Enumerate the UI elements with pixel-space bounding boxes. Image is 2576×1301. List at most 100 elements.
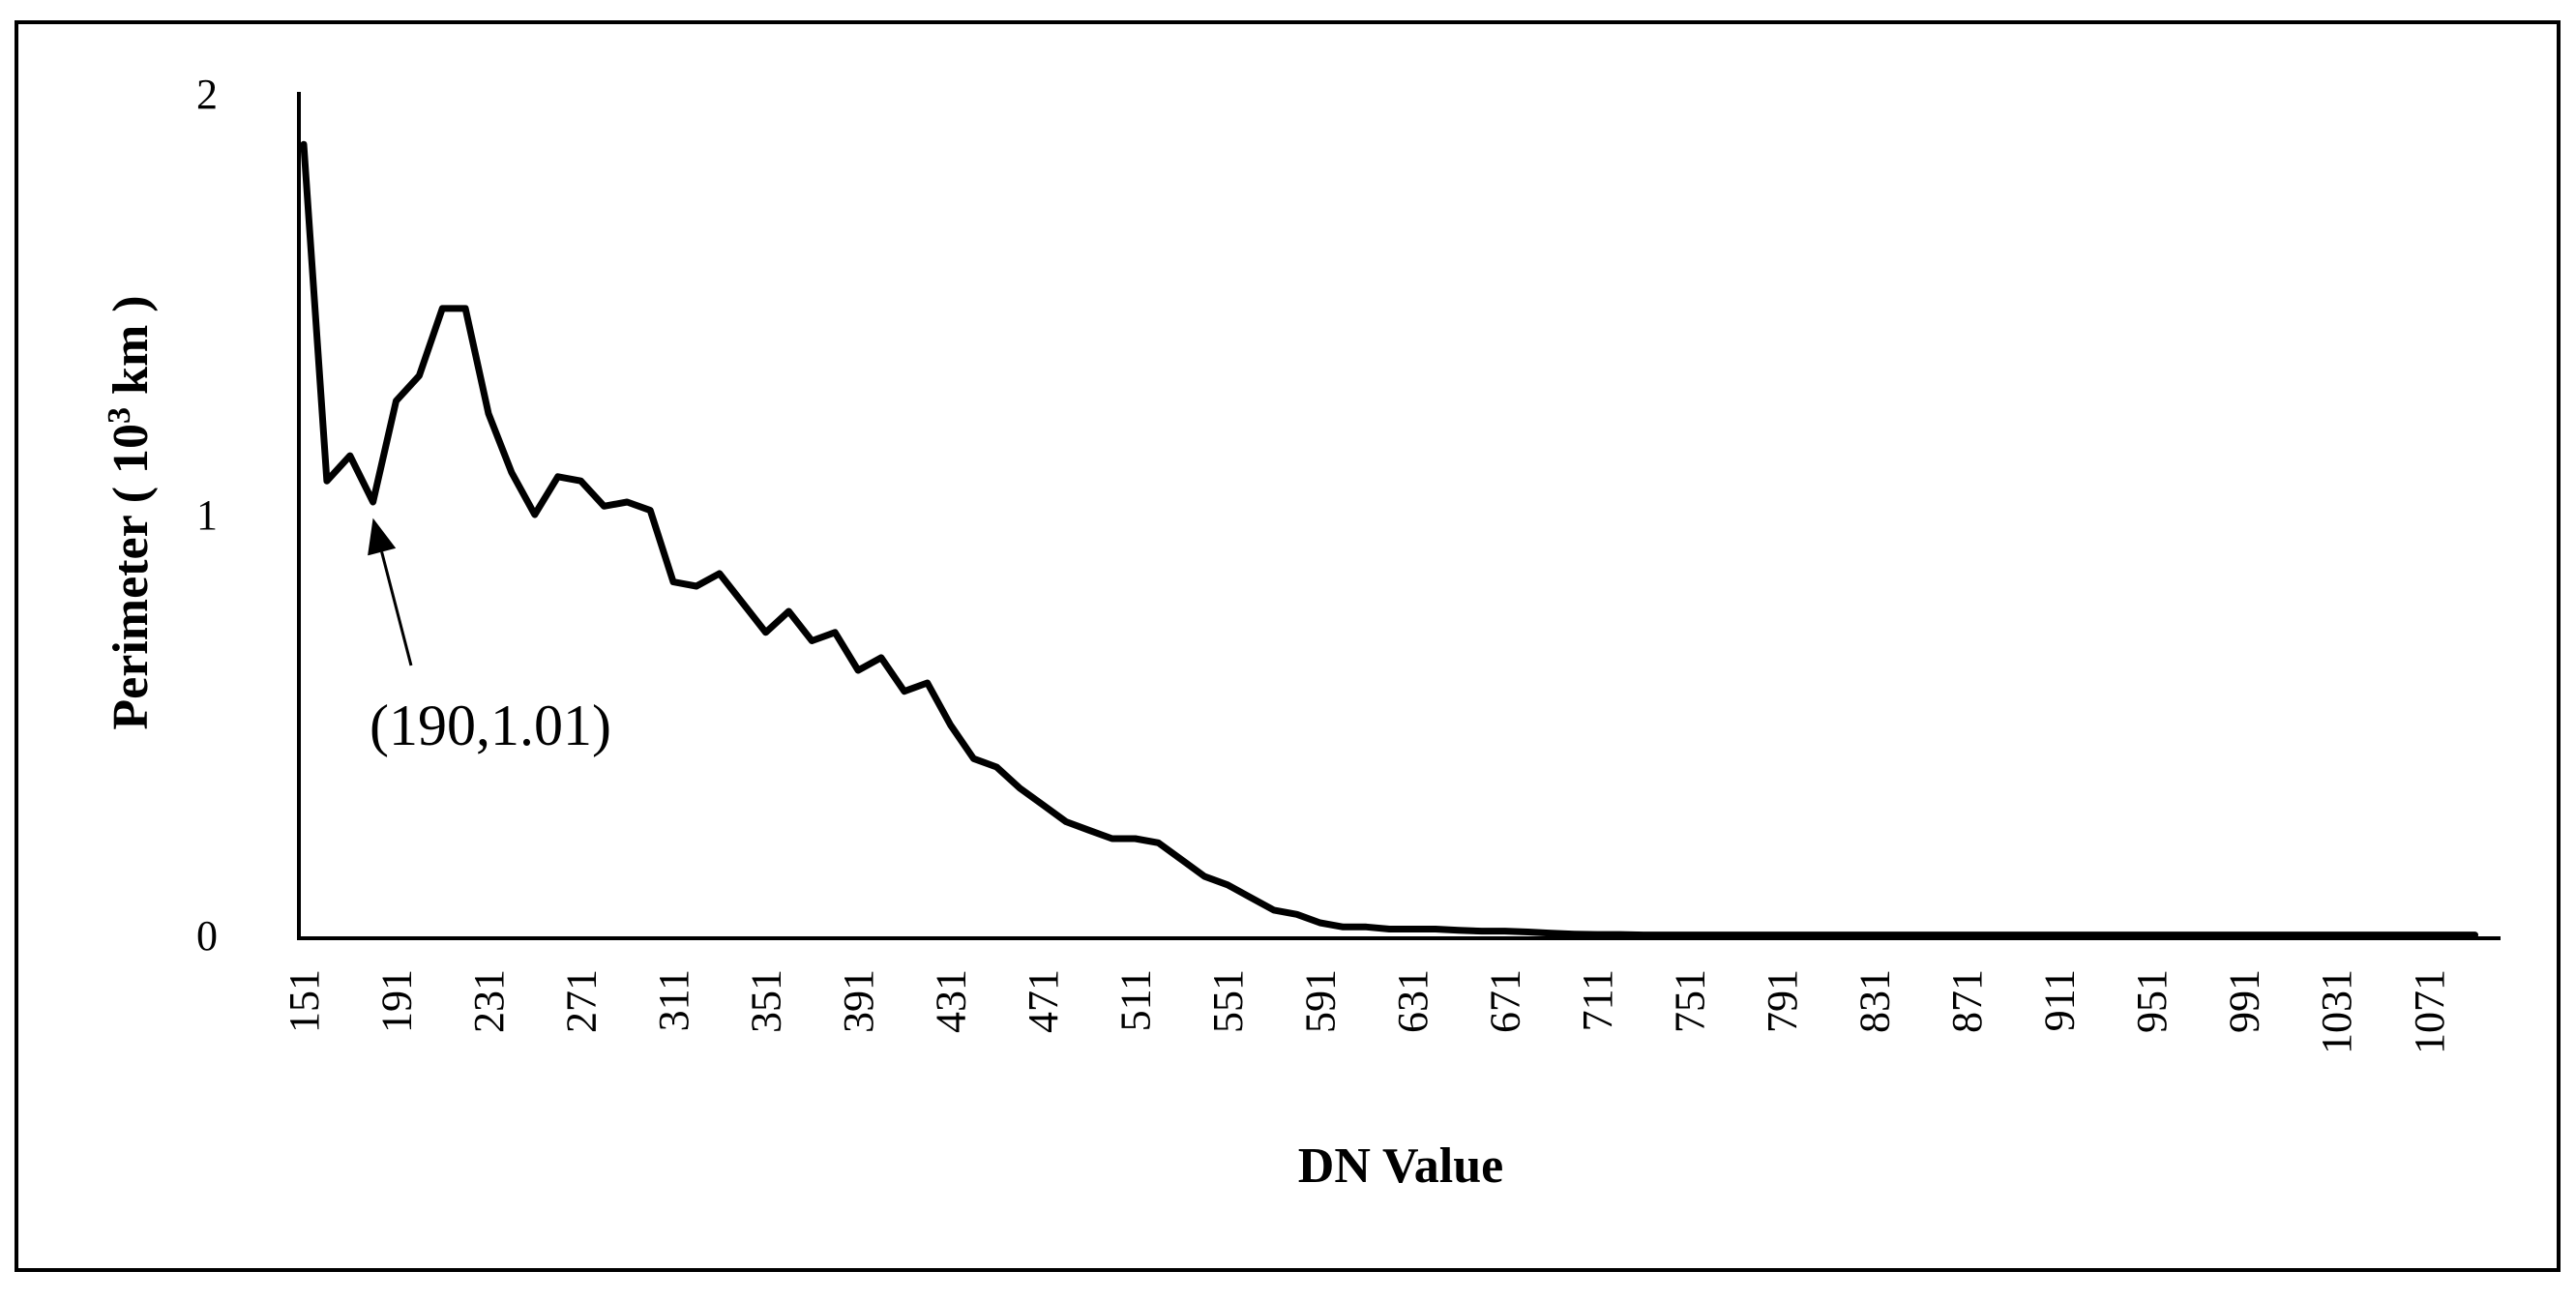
data-point (580, 480, 581, 482)
data-point (1411, 929, 1413, 930)
data-point (1966, 934, 1968, 936)
x-tick-label: 311 (650, 969, 697, 1031)
data-point (1088, 829, 1090, 831)
x-axis-title: DN Value (1298, 1138, 1503, 1194)
data-point (2358, 934, 2360, 936)
data-point (418, 374, 420, 376)
data-point (1296, 913, 1298, 915)
data-point (1250, 897, 1252, 899)
data-point (349, 455, 351, 457)
x-tick-label: 1071 (2406, 969, 2453, 1054)
data-point (2428, 934, 2430, 936)
x-tick-label: 151 (281, 969, 328, 1033)
x-tick-label: 871 (1943, 969, 1991, 1033)
data-point (1203, 875, 1205, 877)
data-point (765, 632, 767, 634)
data-point (1827, 934, 1829, 936)
data-point (927, 682, 929, 684)
data-point (903, 691, 905, 693)
data-point (950, 724, 952, 725)
data-point (2405, 934, 2407, 936)
data-point (672, 581, 674, 583)
x-tick-label: 911 (2036, 969, 2084, 1031)
x-tick-label: 471 (1020, 969, 1067, 1033)
data-point (1874, 934, 1876, 936)
data-point (557, 476, 559, 478)
data-point (1065, 821, 1067, 822)
data-point (995, 766, 997, 768)
data-point (787, 610, 789, 612)
data-point (326, 480, 328, 482)
data-point (2082, 934, 2084, 936)
annotation-arrow (380, 551, 413, 666)
x-tick-label: 231 (465, 969, 513, 1033)
axes (297, 92, 2501, 940)
data-point (1942, 934, 1944, 936)
data-point (1897, 934, 1899, 936)
y-axis-title-unit: km ) (104, 295, 159, 407)
data-point (1758, 934, 1760, 936)
x-tick-label: 631 (1389, 969, 1436, 1033)
data-point (2312, 934, 2314, 936)
x-tick-label: 391 (835, 969, 882, 1033)
x-tick-label: 551 (1204, 969, 1252, 1033)
data-point (372, 501, 374, 503)
data-point (1596, 933, 1598, 935)
data-point (303, 143, 305, 145)
y-tick-label: 2 (196, 71, 218, 118)
data-point (1666, 934, 1668, 936)
data-point (1734, 934, 1736, 936)
data-point (1689, 934, 1691, 936)
data-point (1273, 909, 1275, 911)
x-tick-label: 791 (1759, 969, 1806, 1033)
data-point (534, 514, 536, 516)
data-point (811, 640, 813, 641)
data-point (2127, 934, 2129, 936)
data-point (1042, 804, 1044, 806)
data-point (464, 308, 466, 310)
data-point (2035, 934, 2037, 936)
x-tick-label: 751 (1667, 969, 1714, 1033)
data-point (1989, 934, 1991, 936)
data-point (973, 757, 974, 759)
data-point (1804, 934, 1806, 936)
data-point (880, 657, 882, 659)
data-point (1343, 926, 1344, 928)
data-point (441, 308, 443, 310)
data-point (2266, 934, 2268, 936)
data-point (2451, 934, 2453, 936)
annotation-label: (190,1.01) (370, 694, 611, 757)
x-tick-label: 191 (373, 969, 421, 1033)
data-point (2243, 934, 2245, 936)
data-point (2150, 934, 2152, 936)
y-tick-label: 1 (196, 491, 218, 539)
data-point (2220, 934, 2222, 936)
data-point (2012, 934, 2014, 936)
chart-border (15, 20, 2561, 1272)
data-point (1550, 932, 1552, 934)
data-point (2197, 934, 2199, 936)
x-tick-label: 671 (1482, 969, 1529, 1033)
x-tick-label: 1031 (2313, 969, 2360, 1054)
x-tick-label: 591 (1297, 969, 1345, 1033)
annotation: (190,1.01) (368, 517, 611, 757)
x-tick-label: 351 (743, 969, 790, 1033)
data-point (1919, 934, 1921, 936)
data-point (2105, 934, 2106, 936)
data-point (1388, 929, 1390, 930)
x-tick-labels: 151 191 231 271 311 351 391 431 471 511 551 591 631 6… (281, 969, 2453, 1054)
x-tick-label: 951 (2128, 969, 2176, 1033)
data-point (1180, 859, 1182, 861)
y-axis-title: Perimeter ( 103 km ) (102, 295, 159, 729)
y-tick-label: 0 (196, 912, 218, 960)
data-point (2474, 934, 2475, 936)
data-point (603, 505, 605, 507)
x-tick-label: 831 (1851, 969, 1899, 1033)
data-point (1111, 838, 1113, 840)
y-axis-title-superscript: 3 (102, 407, 137, 424)
y-axis-title-main: Perimeter ( 10 (104, 424, 159, 730)
data-point (1135, 838, 1137, 840)
data-point (857, 669, 859, 671)
data-point (396, 400, 397, 401)
